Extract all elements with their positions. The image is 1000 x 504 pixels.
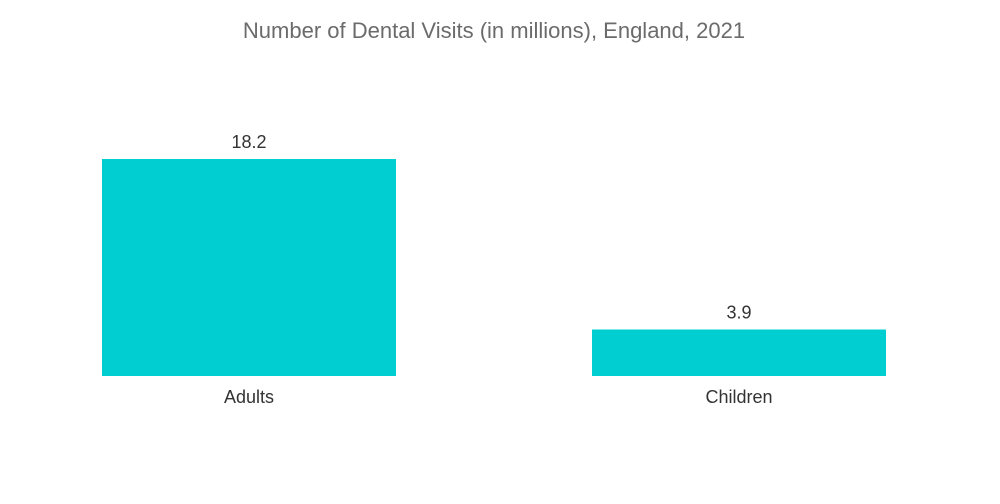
data-label-adults: 18.2: [231, 132, 266, 152]
labels-layer: 18.2 Adults 3.9 Children: [224, 132, 773, 407]
data-label-children: 3.9: [726, 303, 751, 323]
x-tick-label-adults: Adults: [224, 387, 274, 407]
x-tick-label-children: Children: [705, 387, 772, 407]
bar-children: [592, 329, 886, 376]
bar-adults: [102, 159, 396, 376]
bars-layer: [102, 159, 886, 376]
chart-title: Number of Dental Visits (in millions), E…: [243, 18, 745, 43]
